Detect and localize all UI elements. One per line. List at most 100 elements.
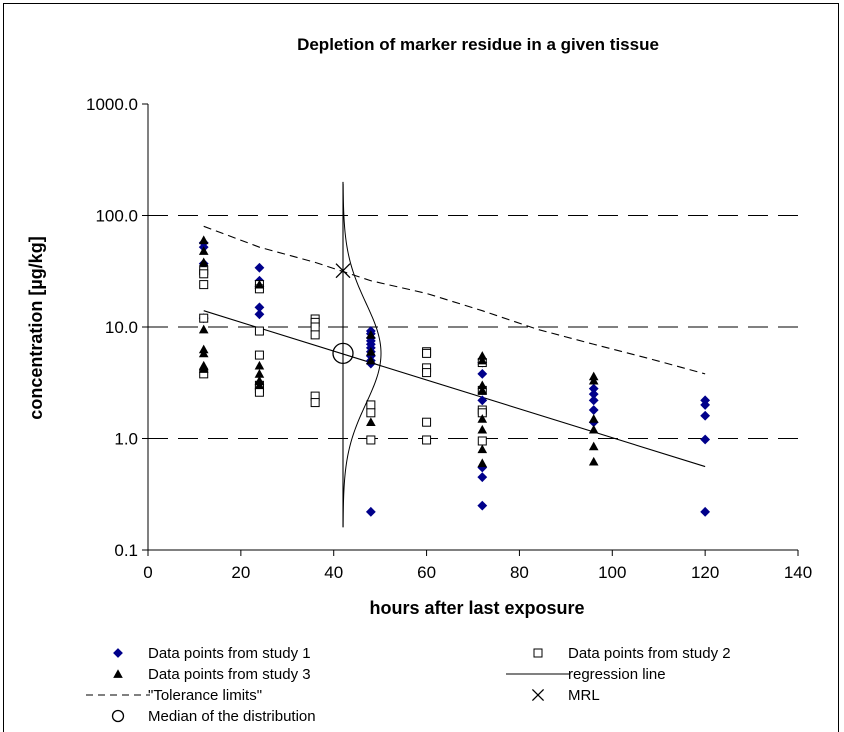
- study-2-point: [199, 280, 209, 290]
- study-1-point: [477, 368, 488, 379]
- study-2-point: [477, 436, 487, 446]
- study-3-point: [366, 355, 376, 365]
- y-axis-label: concentration [µg/kg]: [26, 236, 46, 419]
- legend-label: Median of the distribution: [148, 708, 316, 725]
- axes: 0.1 1.0 10.0 100.0 1000.0 0 20 40 60 80 100 120 140: [86, 95, 812, 582]
- study-3-point: [198, 324, 209, 334]
- study-3-point: [477, 355, 488, 365]
- study-3-point: [588, 375, 599, 385]
- y-tick-label: 1.0: [114, 430, 138, 449]
- x-tick-label: 60: [417, 563, 436, 582]
- study-2-point: [366, 408, 376, 418]
- study-3-point: [254, 360, 265, 370]
- study-3-point: [198, 348, 209, 358]
- legend-label: regression line: [568, 666, 666, 683]
- study-3-point: [588, 441, 599, 451]
- legend-circle-symbol: [111, 709, 125, 723]
- x-axis-label: hours after last exposure: [369, 598, 584, 618]
- x-stroke: [531, 688, 545, 702]
- distribution-curve: [342, 183, 382, 528]
- study-2-point: [310, 322, 320, 332]
- study-1-point: [477, 395, 488, 406]
- legend-label: MRL: [568, 687, 600, 704]
- legend-label: Data points from study 3: [148, 666, 311, 683]
- study-1-point: [254, 262, 265, 273]
- x-tick-label: 20: [231, 563, 250, 582]
- study-1-point: [700, 506, 711, 517]
- study-1-point: [700, 410, 711, 421]
- legend-triangle-symbol: [113, 669, 123, 678]
- study-3-point: [588, 414, 599, 423]
- annotations: [332, 181, 382, 528]
- study-2-point: [254, 387, 264, 397]
- median-marker: [332, 342, 354, 365]
- regression-line: [203, 310, 706, 468]
- data-marks: [198, 235, 711, 517]
- study-3-point: [477, 458, 488, 468]
- study-2-point: [254, 326, 264, 336]
- tolerance-limits-line: [203, 225, 706, 375]
- x-tick-label: 140: [784, 563, 812, 582]
- study-2-point: [366, 435, 376, 445]
- y-tick-label: 1000.0: [86, 95, 138, 114]
- mrl-marker: [335, 263, 351, 279]
- study-1-point: [700, 434, 711, 445]
- y-tick-label: 10.0: [105, 318, 138, 337]
- x-stroke: [335, 263, 351, 279]
- study-2-point: [422, 368, 432, 378]
- study-2-point: [199, 269, 209, 279]
- study-3-point: [477, 444, 488, 454]
- legend-diamond-symbol: [113, 648, 123, 658]
- x-tick-label: 0: [143, 563, 152, 582]
- legend-label: "Tolerance limits": [148, 687, 262, 704]
- study-1-point: [700, 400, 711, 410]
- x-tick-label: 80: [510, 563, 529, 582]
- legend-label: Data points from study 2: [568, 645, 731, 662]
- chart-frame: [3, 3, 839, 732]
- study-3-point: [477, 385, 488, 395]
- study-3-point: [198, 364, 209, 373]
- study-2-point: [199, 313, 209, 323]
- study-2-point: [422, 435, 432, 445]
- study-1-point: [477, 472, 488, 483]
- study-3-point: [477, 414, 488, 423]
- x-tick-label: 120: [691, 563, 719, 582]
- legend: Data points from study 1 Data points from…: [86, 645, 731, 725]
- study-3-point: [588, 424, 599, 434]
- study-3-point: [477, 351, 488, 360]
- legend-label: Data points from study 1: [148, 645, 311, 662]
- study-3-point: [254, 279, 265, 289]
- legend-square-symbol: [533, 648, 543, 658]
- study-3-point: [198, 257, 209, 267]
- study-3-point: [477, 380, 488, 390]
- study-2-point: [366, 400, 376, 410]
- study-3-point: [254, 380, 265, 390]
- y-tick-label: 0.1: [114, 541, 138, 560]
- study-1-point: [477, 500, 488, 511]
- study-3-point: [198, 246, 209, 255]
- legend-x-symbol: [531, 688, 545, 702]
- study-3-point: [588, 456, 599, 466]
- study-3-point: [477, 424, 488, 434]
- study-3-point: [366, 346, 376, 356]
- study-1-point: [254, 309, 265, 320]
- y-tick-label: 100.0: [95, 207, 138, 226]
- study-2-point: [310, 330, 320, 340]
- study-1-point: [588, 395, 599, 406]
- series-lines: [203, 225, 706, 468]
- chart-title: Depletion of marker residue in a given t…: [297, 35, 659, 54]
- study-1-point: [365, 506, 376, 517]
- study-2-point: [310, 398, 320, 408]
- study-3-point: [366, 417, 376, 427]
- study-3-point: [366, 330, 376, 339]
- x-tick-label: 40: [324, 563, 343, 582]
- study-3-point: [198, 235, 209, 245]
- study-2-point: [422, 417, 432, 427]
- x-tick-label: 100: [598, 563, 626, 582]
- study-3-point: [254, 375, 265, 385]
- study-3-point: [254, 369, 265, 378]
- study-2-point: [254, 350, 264, 360]
- study-2-point: [422, 348, 432, 358]
- study-1-point: [588, 405, 599, 415]
